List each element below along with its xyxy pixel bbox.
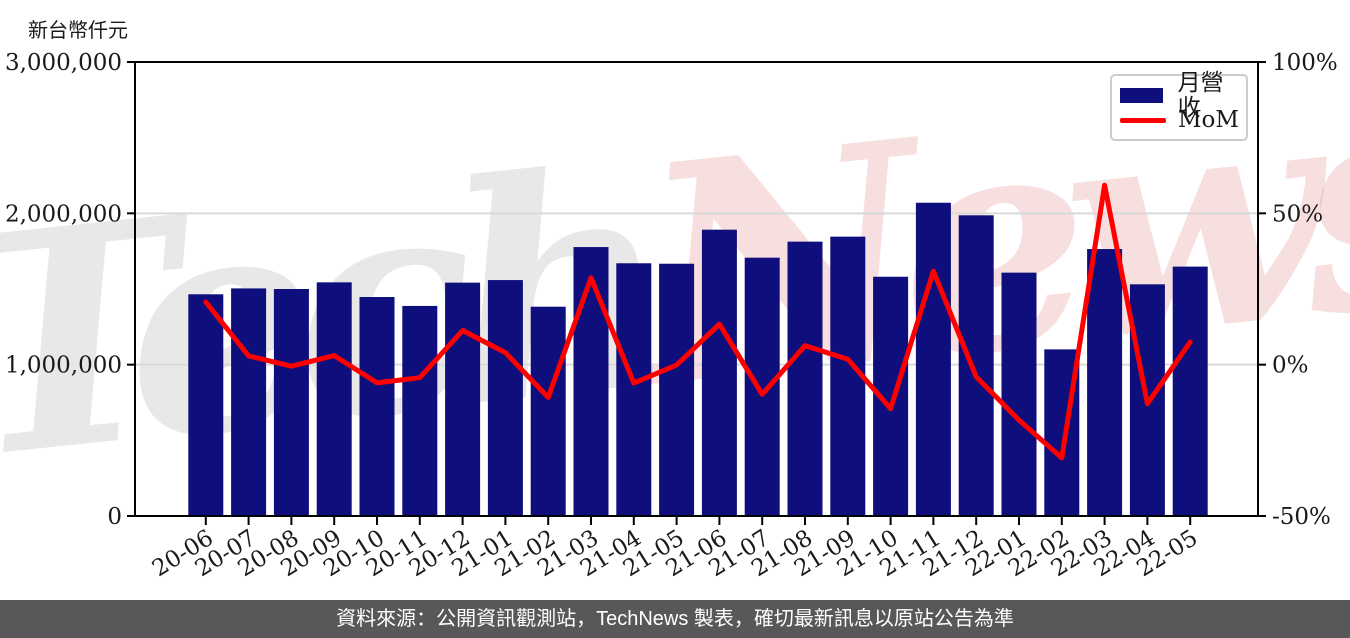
revenue-legend-label: 月營收 — [1177, 69, 1224, 121]
y-tick-label-right: -50% — [1272, 504, 1331, 530]
y-tick-label-right: 100% — [1272, 50, 1338, 76]
y-tick-label-left: 3,000,000 — [5, 50, 122, 76]
bar-21-12 — [958, 215, 994, 516]
mom-legend-label: MoM — [1178, 107, 1239, 133]
revenue-bar-swatch — [1120, 88, 1163, 103]
bar-20-10 — [359, 297, 395, 516]
bar-21-01 — [487, 280, 523, 516]
bar-20-08 — [273, 289, 309, 516]
bar-20-11 — [402, 305, 438, 516]
bar-20-12 — [445, 282, 481, 516]
bar-21-08 — [787, 241, 823, 516]
legend: 月營收 MoM — [1110, 70, 1248, 141]
y-tick-label-left: 2,000,000 — [5, 201, 122, 227]
bar-20-07 — [231, 288, 267, 516]
mom-line — [203, 182, 1193, 461]
plot-frame — [134, 61, 1259, 517]
mom-line-swatch — [1120, 118, 1166, 123]
bar-21-05 — [659, 263, 695, 516]
y-tick-label-left: 1,000,000 — [5, 353, 122, 379]
y-axis-unit-label: 新台幣仟元 — [28, 18, 128, 42]
bar-21-11 — [915, 202, 951, 517]
bar-21-07 — [744, 257, 780, 516]
bar-21-02 — [530, 306, 566, 516]
y-tick-label-right: 0% — [1272, 353, 1309, 379]
y-tick-label-left: 0 — [107, 504, 122, 530]
legend-item-mom: MoM — [1120, 108, 1246, 133]
bar-20-09 — [316, 282, 352, 516]
y-tick-label-right: 50% — [1272, 201, 1323, 227]
bar-20-06 — [188, 294, 224, 516]
bar-21-04 — [616, 263, 652, 516]
bar-22-03 — [1087, 249, 1123, 516]
bar-21-03 — [573, 247, 609, 516]
bar-21-06 — [701, 229, 737, 516]
legend-item-revenue: 月營收 — [1120, 70, 1246, 120]
bar-22-05 — [1172, 266, 1208, 516]
source-footer: 資料來源：公開資訊觀測站，TechNews 製表，確切最新訊息以原站公告為準 — [0, 600, 1350, 638]
bar-22-01 — [1001, 272, 1037, 516]
